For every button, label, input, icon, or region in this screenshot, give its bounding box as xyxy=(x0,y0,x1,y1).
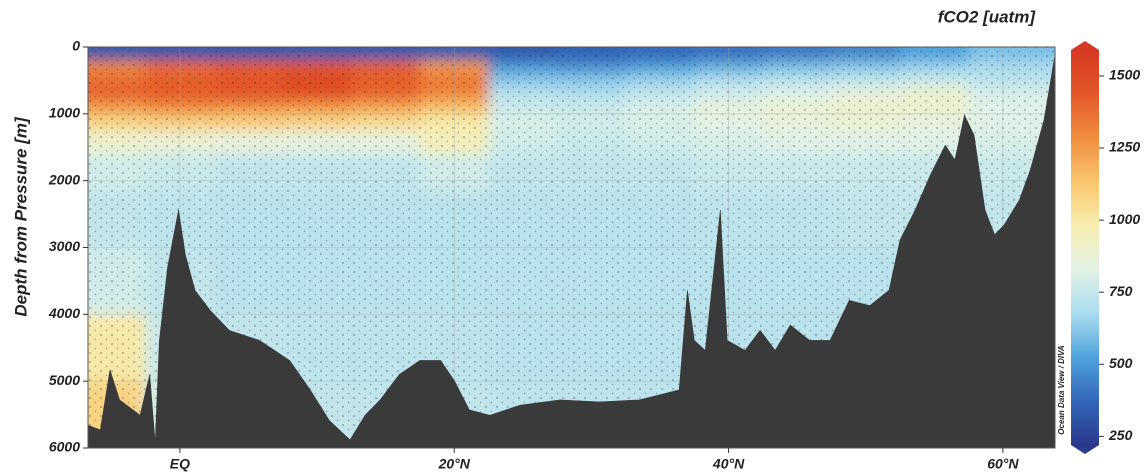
colorbar-tick-label: 500 xyxy=(1109,355,1133,371)
colorbar-arrow-low xyxy=(1071,445,1099,454)
colorbar-arrow-high xyxy=(1071,41,1099,50)
y-tick-label: 0 xyxy=(72,38,80,54)
colorbar: 250 500 750 1000 1250 1500 xyxy=(1071,41,1140,454)
x-tick-label: 20°N xyxy=(438,456,471,472)
colorbar-title: fCO2 [uatm] xyxy=(938,7,1037,26)
y-tick-label: 3000 xyxy=(49,238,80,254)
bathymetry xyxy=(88,54,1055,448)
credit: Ocean Data View / DIVA xyxy=(1057,345,1066,435)
x-tick-label: 40°N xyxy=(712,456,745,472)
sea-floor xyxy=(88,54,1055,448)
axes: 0 1000 2000 3000 4000 5000 6000 EQ 20°N 40°N 60°N xyxy=(48,38,1020,472)
colorbar-tick-label: 1000 xyxy=(1109,211,1140,227)
y-tick-label: 5000 xyxy=(49,372,80,388)
x-tick-label: 60°N xyxy=(987,456,1019,472)
colorbar-tick-label: 1250 xyxy=(1109,139,1140,155)
colorbar-scale xyxy=(1071,50,1099,445)
x-tick-label: EQ xyxy=(170,456,190,472)
colorbar-tick-label: 1500 xyxy=(1109,67,1140,83)
colorbar-tick-label: 750 xyxy=(1109,283,1133,299)
y-axis-label: Depth from Pressure [m] xyxy=(11,116,30,317)
y-tick-label: 2000 xyxy=(48,171,80,187)
y-tick-label: 6000 xyxy=(49,439,80,455)
y-tick-label: 4000 xyxy=(48,305,80,321)
colorbar-tick-label: 250 xyxy=(1108,427,1133,443)
y-tick-label: 1000 xyxy=(49,105,80,121)
